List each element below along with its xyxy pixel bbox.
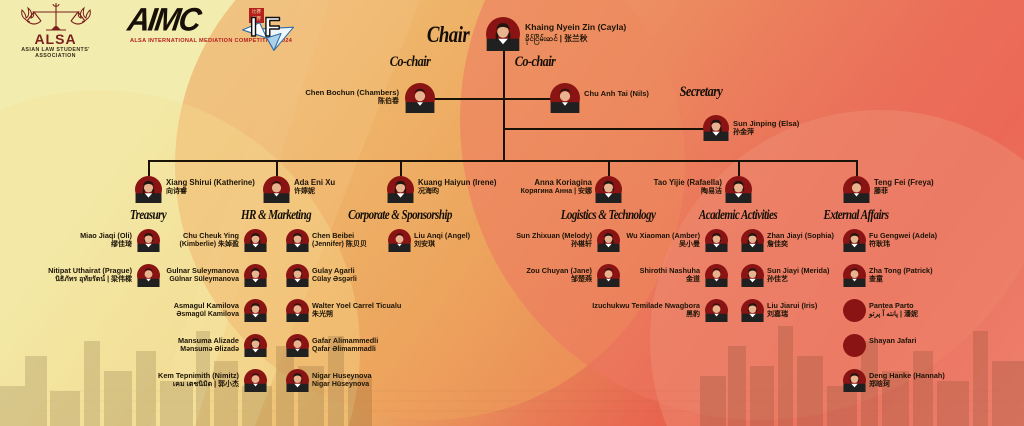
svg-text:F: F [264, 12, 280, 42]
svg-text:I: I [250, 12, 257, 42]
